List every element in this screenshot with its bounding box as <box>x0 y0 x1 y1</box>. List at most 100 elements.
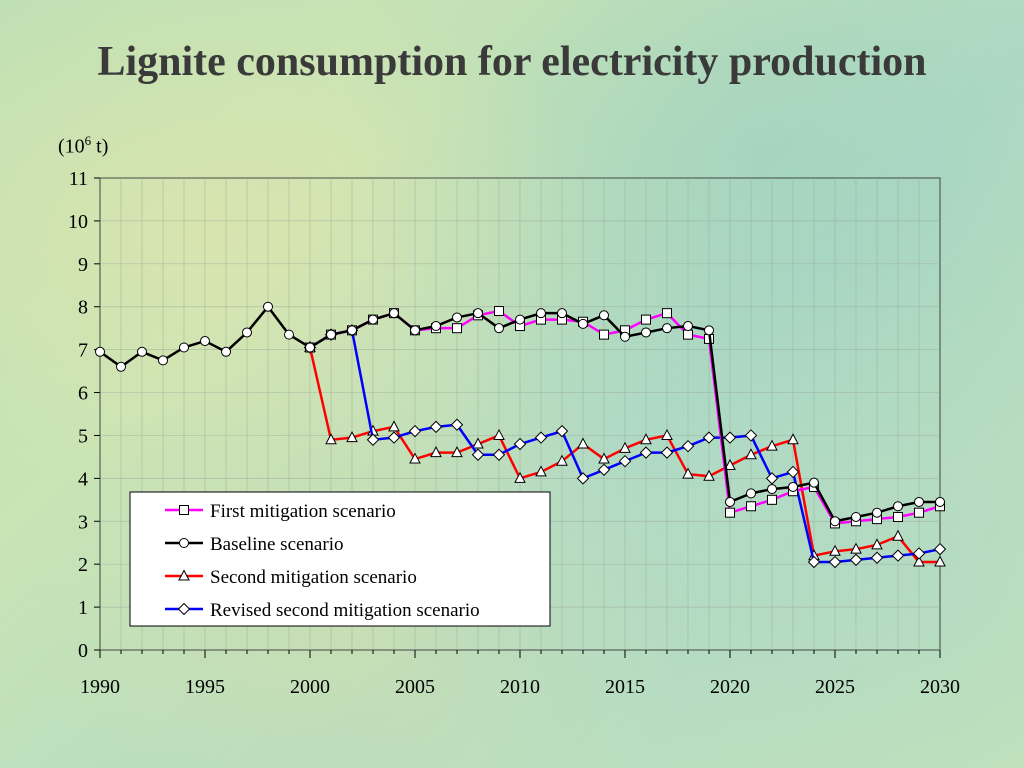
data-point <box>200 336 210 347</box>
data-point <box>535 465 547 477</box>
data-point <box>767 494 777 505</box>
data-point <box>263 301 273 312</box>
y-tick-label: 3 <box>78 511 88 533</box>
data-point <box>787 433 799 445</box>
y-tick-label: 0 <box>78 640 88 662</box>
data-point <box>702 431 716 444</box>
y-tick-label: 9 <box>78 254 88 276</box>
legend-label: First mitigation scenario <box>210 501 396 522</box>
y-tick-label: 10 <box>68 211 88 233</box>
x-tick-label: 2000 <box>290 676 330 698</box>
data-point <box>914 507 924 518</box>
data-point <box>746 488 756 499</box>
data-point <box>158 355 168 366</box>
data-point <box>891 549 905 562</box>
data-point <box>599 310 609 321</box>
data-point <box>725 507 735 518</box>
data-point <box>639 446 653 459</box>
data-point <box>513 437 527 451</box>
legend-item: Baseline scenario <box>165 534 343 555</box>
data-point <box>431 321 441 332</box>
legend-label: Revised second mitigation scenario <box>210 600 480 621</box>
data-point <box>830 516 840 527</box>
data-point <box>703 469 715 481</box>
data-point <box>682 467 694 479</box>
data-point <box>578 318 588 329</box>
data-point <box>913 555 925 567</box>
data-point <box>347 325 357 336</box>
data-point <box>242 327 252 338</box>
x-tick-label: 2020 <box>710 676 750 698</box>
data-point <box>492 448 506 461</box>
data-point <box>662 323 672 334</box>
data-point <box>472 437 484 449</box>
x-tick-label: 2015 <box>605 676 645 698</box>
data-point <box>723 431 737 444</box>
data-point <box>662 308 672 319</box>
legend-label: Baseline scenario <box>210 534 343 555</box>
y-tick-label: 4 <box>78 468 88 490</box>
legend: First mitigation scenario Baseline scenar… <box>129 491 551 627</box>
data-point <box>557 308 567 319</box>
data-point <box>892 529 904 541</box>
data-point <box>116 361 126 372</box>
data-point <box>871 538 883 550</box>
x-tick-label: 2005 <box>395 676 435 698</box>
data-point <box>576 472 590 485</box>
data-point <box>788 481 798 492</box>
data-point <box>451 446 463 458</box>
data-point <box>914 496 924 507</box>
data-point <box>620 331 630 342</box>
data-point <box>95 346 105 357</box>
data-point <box>912 547 926 560</box>
x-tick-label: 1990 <box>80 676 120 698</box>
y-tick-label: 5 <box>78 425 88 447</box>
legend-item: Revised second mitigation scenario <box>165 600 480 621</box>
data-point <box>681 439 695 453</box>
data-point <box>555 424 569 438</box>
data-point <box>765 472 779 485</box>
data-point <box>430 446 442 458</box>
data-point <box>618 454 632 468</box>
chart-title: Lignite consumption for electricity prod… <box>97 39 927 85</box>
data-point <box>829 544 841 556</box>
legend-marker <box>178 569 190 581</box>
data-point <box>452 323 462 334</box>
x-tick-label: 1995 <box>185 676 225 698</box>
data-point <box>179 342 189 353</box>
data-point <box>221 346 231 357</box>
data-point <box>746 501 756 512</box>
data-point <box>494 306 504 317</box>
data-point <box>935 496 945 507</box>
data-point <box>305 342 315 353</box>
data-point <box>641 327 651 338</box>
data-point <box>326 329 336 340</box>
x-tick-label: 2030 <box>920 676 960 698</box>
y-tick-label: 1 <box>78 597 88 619</box>
data-point <box>661 428 673 440</box>
data-point <box>745 448 757 460</box>
data-point <box>704 325 714 336</box>
y-tick-label: 11 <box>69 168 88 190</box>
data-point <box>619 441 631 453</box>
data-point <box>850 542 862 554</box>
data-point <box>387 431 401 444</box>
data-point <box>284 329 294 340</box>
data-point <box>893 501 903 512</box>
data-point <box>598 452 610 464</box>
legend-marker <box>177 602 191 616</box>
x-tick-label: 2025 <box>815 676 855 698</box>
data-point <box>409 452 421 464</box>
data-point <box>452 312 462 323</box>
data-point <box>724 458 736 470</box>
data-point <box>872 507 882 518</box>
y-tick-label: 6 <box>78 383 88 405</box>
data-point <box>534 431 548 444</box>
data-point <box>450 418 464 431</box>
data-point <box>744 429 758 442</box>
legend-marker <box>179 538 189 548</box>
data-point <box>389 308 399 319</box>
data-point <box>934 555 946 567</box>
data-point <box>599 329 609 340</box>
